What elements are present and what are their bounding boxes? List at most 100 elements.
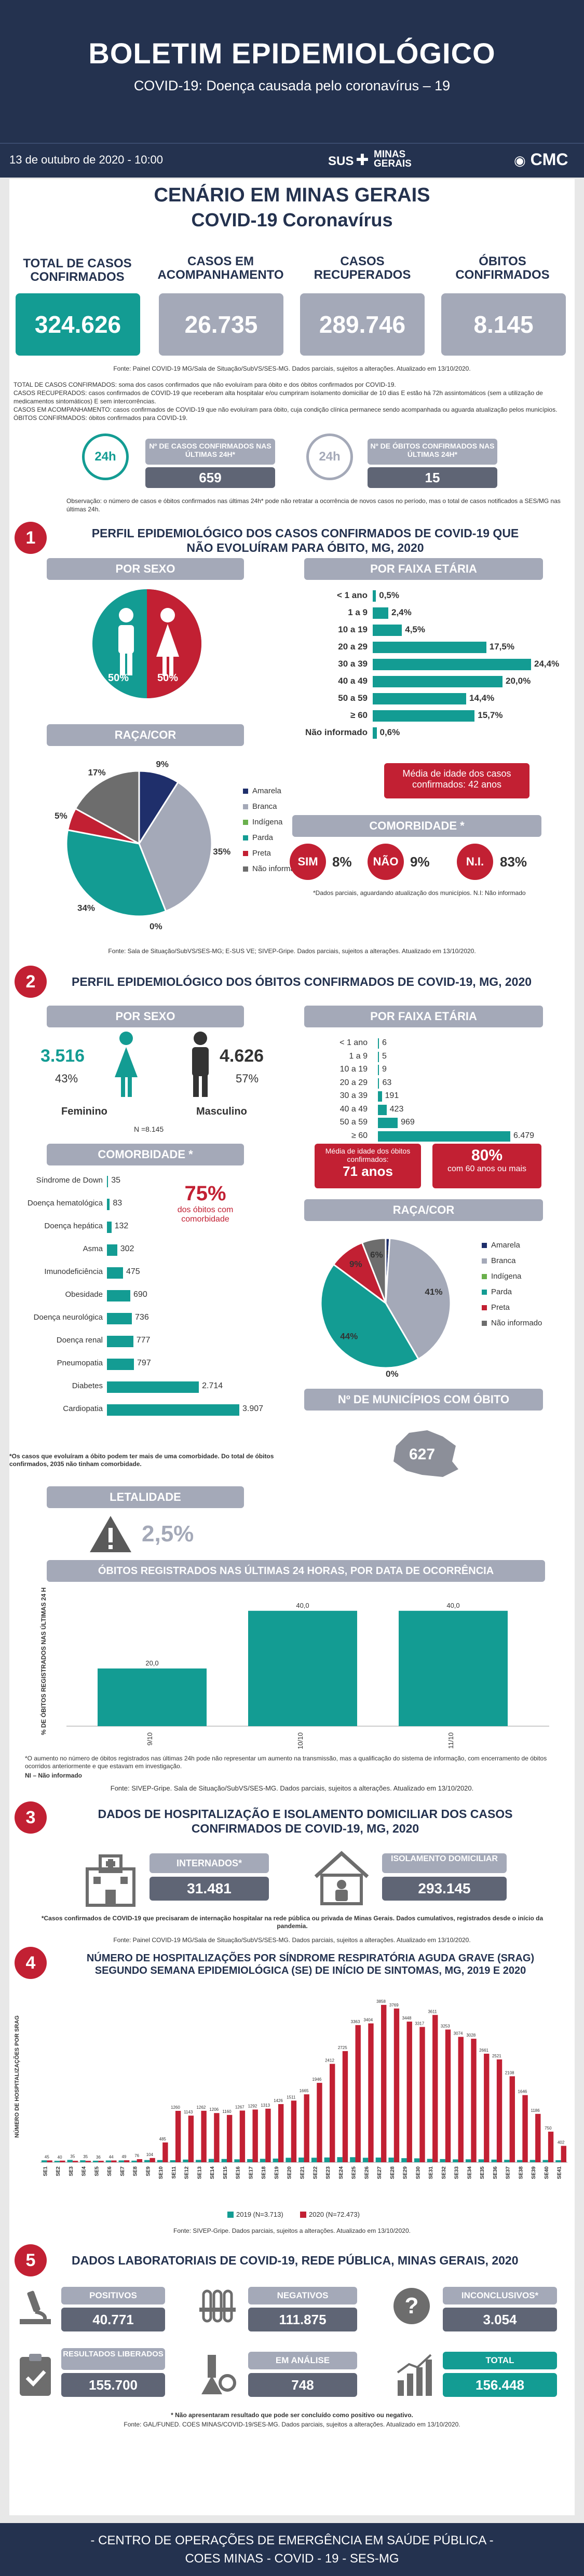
content-panel: CENÁRIO EM MINAS GERAIS COVID-19 Coronav…	[9, 179, 575, 2515]
srag-value-label: 1313	[261, 2103, 270, 2108]
section3-number: 3	[15, 1801, 47, 1834]
s5-inconclusivos-value: 3.054	[443, 2308, 557, 2331]
srag-bar-2019	[362, 2158, 369, 2162]
legend-swatch	[243, 866, 248, 872]
s2-age-label: 1 a 9	[349, 1051, 368, 1061]
legend-label: Amarela	[491, 1241, 520, 1250]
kpi-obitos: 8.145	[441, 293, 566, 356]
section5-title: DADOS LABORATORIAIS DE COVID-19, REDE PÚ…	[72, 2254, 519, 2267]
srag-bar-2019	[478, 2159, 484, 2162]
srag-value-label: 2725	[338, 2045, 347, 2050]
test-tubes-icon	[199, 2289, 236, 2323]
srag-category-label: SE15	[223, 2166, 228, 2179]
s1-age-bar	[373, 693, 466, 704]
srag-bar-2020	[381, 2004, 387, 2162]
s3-internados-value: 31.481	[150, 1877, 269, 1901]
srag-value-label: 3317	[415, 2021, 424, 2026]
srag-bar-2020	[98, 2161, 104, 2162]
s2-n-note: N =8.145	[134, 1125, 164, 1133]
s2-comorb-value: 302	[120, 1244, 134, 1253]
legend-swatch	[482, 1305, 487, 1310]
srag-value-label: 3404	[363, 2018, 373, 2023]
scenario-subtitle: COVID-19 Coronavírus	[191, 209, 393, 231]
srag-category-label: SE29	[403, 2166, 409, 2179]
s2-comorb-value: 797	[137, 1359, 151, 1367]
header-band	[0, 0, 584, 143]
kpi-label-obitos: ÓBITOS CONFIRMADOS	[455, 254, 550, 282]
s5-analise-value: 748	[248, 2373, 357, 2397]
s2-comorb-label: Cardiopatia	[63, 1404, 103, 1413]
srag-ylabel: NÚMERO DE HOSPITALIZAÇÕES POR SRAG	[13, 2015, 20, 2138]
srag-value-label: 2661	[479, 2048, 488, 2053]
srag-category-label: SE27	[377, 2166, 383, 2179]
deaths24-bar	[98, 1668, 207, 1726]
s2-comorb-label: Diabetes	[72, 1381, 103, 1390]
srag-category-label: SE11	[171, 2166, 177, 2179]
srag-bar-2019	[105, 2160, 112, 2162]
legend-swatch	[482, 1290, 487, 1295]
s1-comorb-ni-pct: 83%	[500, 854, 527, 870]
srag-value-label: 44	[109, 2155, 114, 2160]
srag-bar-2019	[221, 2159, 227, 2162]
s2-comorb-bar	[107, 1290, 131, 1301]
s2-comorb-bar	[107, 1267, 123, 1279]
srag-bar-2019	[529, 2160, 536, 2162]
pie-slice-label: 0%	[150, 921, 162, 931]
s1-age-bar	[373, 710, 475, 722]
srag-bar-2019	[401, 2158, 407, 2162]
srag-value-label: 402	[558, 2140, 565, 2145]
s1-age-bar	[373, 659, 531, 670]
s3-note: *Casos confirmados de COVID-19 que preci…	[41, 1915, 544, 1930]
s2-age-title: POR FAIXA ETÁRIA	[304, 1006, 543, 1027]
s5-liberados-label: RESULTADOS LIBERADOS	[61, 2348, 165, 2370]
srag-category-label: SE12	[184, 2166, 190, 2179]
s1-sex-split-icon	[92, 589, 201, 698]
srag-category-label: SE10	[158, 2166, 164, 2179]
s1-race-pie: 9% 35% 34% 5% 17% 0%	[55, 759, 230, 931]
srag-bar-2019	[427, 2159, 433, 2162]
srag-category-label: SE19	[274, 2166, 280, 2179]
srag-bar-2020	[342, 2051, 348, 2162]
s2-race-title: RAÇA/COR	[304, 1199, 543, 1221]
srag-bar-2020	[484, 2053, 490, 2162]
srag-category-label: SE14	[210, 2166, 215, 2179]
s2-age-note-mean: Média de idade dos óbitos confirmados: 7…	[315, 1144, 421, 1188]
pie-slice-label: 9%	[349, 1259, 362, 1269]
srag-category-label: SE39	[531, 2166, 537, 2179]
srag-bar-2020	[162, 2142, 168, 2162]
srag-category-label: SE37	[506, 2166, 511, 2179]
s1-age-label: 10 a 19	[338, 625, 368, 634]
srag-category-label: SE3	[69, 2166, 74, 2176]
srag-bar-2020	[304, 2094, 309, 2162]
s5-positivos-label: POSITIVOS	[61, 2287, 165, 2304]
s2-comorb-value: 83	[113, 1199, 123, 1208]
srag-bar-2019	[286, 2158, 291, 2162]
srag-bar-2020	[445, 2029, 451, 2162]
srag-value-label: 485	[159, 2137, 167, 2141]
hospital-icon	[86, 1854, 135, 1907]
s2-municipios-title: Nº DE MUNICÍPIOS COM ÓBITO	[304, 1389, 543, 1411]
pie-slice	[65, 829, 167, 917]
footer: - CENTRO DE OPERAÇÕES DE EMERGÊNCIA EM S…	[0, 2523, 584, 2576]
s1-age-value: 4,5%	[405, 625, 425, 634]
srag-category-label: SE28	[390, 2166, 396, 2179]
s1-age-value: 24,4%	[534, 659, 560, 669]
srag-category-label: SE36	[493, 2166, 498, 2179]
pie-slice-label: 41%	[425, 1287, 442, 1297]
pie-slice-label: 17%	[88, 767, 106, 777]
s2-male-count: 4.626	[220, 1046, 264, 1066]
s5-note: * Não apresentaram resultado que pode se…	[171, 2411, 413, 2419]
s1-source: Fonte: Sala de Situação/SubVS/SES-MG; E-…	[108, 947, 476, 955]
s2-age-label: < 1 ano	[339, 1038, 368, 1047]
pie-slice-label: 35%	[213, 847, 230, 857]
pie-slice-label: 6%	[370, 1250, 383, 1260]
kpi-recuperados: 289.746	[300, 293, 425, 356]
pie-slice	[74, 770, 140, 845]
legend-label: Indígena	[491, 1272, 522, 1281]
deaths24-ylabel: % DE ÓBITOS REGISTRADOS NAS ÚLTIMAS 24 H	[39, 1588, 47, 1735]
s5-total-value: 156.448	[443, 2373, 557, 2397]
srag-value-label: 2521	[492, 2054, 501, 2058]
s2-comorb-bar	[107, 1336, 133, 1347]
minas-gerais-map-icon	[393, 1430, 458, 1477]
s1-comorb-sim-badge: SIM	[290, 844, 326, 880]
